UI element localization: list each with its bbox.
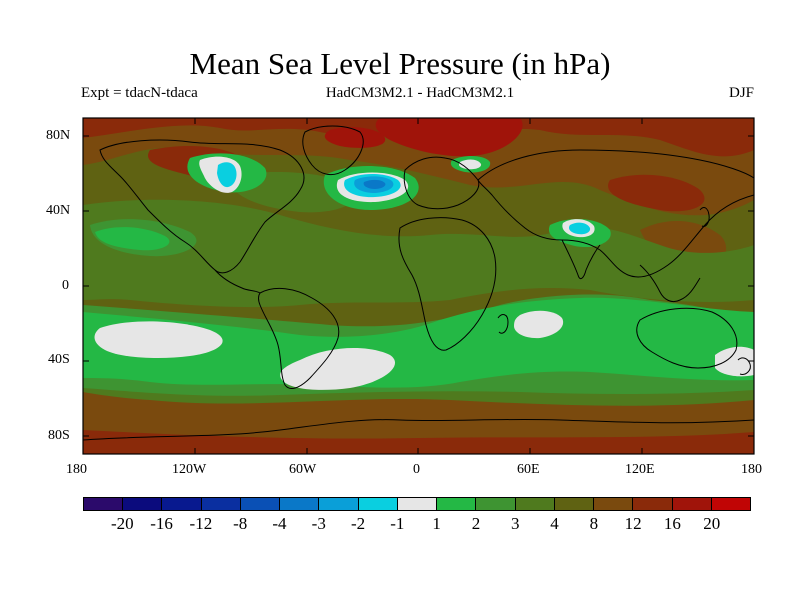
contour-band-1-2 xyxy=(95,227,170,251)
contour-band-neg-1 xyxy=(217,162,237,188)
map-title: Mean Sea Level Pressure (in hPa) xyxy=(189,46,611,81)
coast-africa xyxy=(398,217,497,351)
coastlines xyxy=(83,125,754,441)
colorbar-swatch xyxy=(319,498,359,510)
colorbar-swatch xyxy=(672,498,712,510)
colorbar-label: 4 xyxy=(550,514,559,533)
colorbar-swatch xyxy=(711,498,750,510)
contour-band-near-zero xyxy=(94,321,223,358)
colorbar-swatch xyxy=(554,498,595,510)
colorbar-swatch xyxy=(437,498,477,510)
contour-band-1-2 xyxy=(83,297,754,388)
contour-band-3-4 xyxy=(83,199,754,308)
x-tick-label: 120W xyxy=(172,462,207,477)
colorbar-label: -16 xyxy=(150,514,173,533)
coast-central-america xyxy=(214,269,261,294)
colorbar-label: -20 xyxy=(110,514,134,533)
coast-india xyxy=(561,239,601,280)
colorbar-label: -12 xyxy=(189,514,213,533)
coast-antarctica xyxy=(83,418,754,441)
colorbar-label: -3 xyxy=(311,514,326,533)
colorbar-label: -2 xyxy=(350,514,366,533)
colorbar-swatch xyxy=(358,498,398,510)
experiment-label: Expt = tdacN-tdaca xyxy=(81,85,198,101)
colorbar-label: 8 xyxy=(589,514,599,533)
colorbar-swatch xyxy=(240,498,281,510)
y-tick-label: 40S xyxy=(48,352,70,367)
colorbar-swatch xyxy=(280,498,320,510)
tick-marks xyxy=(82,118,755,454)
colorbar-label: 20 xyxy=(703,514,721,533)
coast-southeast-asia xyxy=(639,264,701,303)
contour-band-near-zero xyxy=(715,346,754,377)
x-tick-label: 0 xyxy=(413,462,420,477)
contour-band-neg-3 xyxy=(363,179,386,189)
colorbar-swatch xyxy=(476,498,516,510)
coast-japan xyxy=(699,207,710,227)
y-tick-label: 40N xyxy=(46,203,71,218)
y-tick-label: 80S xyxy=(48,428,70,443)
y-tick-label: 0 xyxy=(62,278,69,293)
coast-greenland xyxy=(302,125,364,176)
contour-band-12-16 xyxy=(608,174,705,212)
coast-south-america xyxy=(258,287,340,389)
contour-band-8-12 xyxy=(83,118,754,216)
colorbar-label: -8 xyxy=(233,514,248,533)
x-tick-label: 120E xyxy=(625,462,655,477)
contour-band-12-16 xyxy=(83,430,754,454)
contour-band-16-20 xyxy=(324,127,386,148)
colorbar-swatch xyxy=(515,498,555,510)
colorbar-swatch xyxy=(123,498,163,510)
coast-australia xyxy=(636,307,738,369)
colorbar-label: 3 xyxy=(510,514,520,533)
contour-band-neg-1 xyxy=(568,222,591,235)
x-tick-label: 180 xyxy=(66,462,87,477)
colorbar-label: 12 xyxy=(624,514,642,533)
colorbar-label: -4 xyxy=(272,514,287,533)
x-tick-label: 180 xyxy=(741,462,762,477)
colorbar-label: 1 xyxy=(432,514,441,533)
colorbar-swatch xyxy=(633,498,673,510)
colorbar-swatch xyxy=(84,498,124,510)
coast-asia xyxy=(477,149,754,278)
colorbar-swatch xyxy=(201,498,241,510)
y-tick-label: 80N xyxy=(46,128,71,143)
colorbar xyxy=(83,497,751,511)
colorbar-swatch xyxy=(162,498,202,510)
coast-europe xyxy=(403,156,480,210)
x-tick-label: 60E xyxy=(517,462,540,477)
colorbar-label: -1 xyxy=(390,514,405,533)
coast-north-america xyxy=(99,139,305,274)
coast-new-zealand xyxy=(737,357,751,375)
contour-field xyxy=(83,118,754,454)
colorbar-label: 16 xyxy=(663,514,681,533)
x-tick-label: 60W xyxy=(289,462,317,477)
contour-band-16-20 xyxy=(375,118,523,157)
colorbar-swatch xyxy=(594,498,634,510)
model-label: HadCM3M2.1 - HadCM3M2.1 xyxy=(325,85,515,101)
contour-band-12-16 xyxy=(83,118,754,157)
season-label: DJF xyxy=(728,85,754,101)
coast-madagascar xyxy=(497,314,509,334)
contour-band-near-zero xyxy=(514,310,564,339)
colorbar-label: 2 xyxy=(471,514,481,533)
colorbar-swatch xyxy=(397,498,438,510)
